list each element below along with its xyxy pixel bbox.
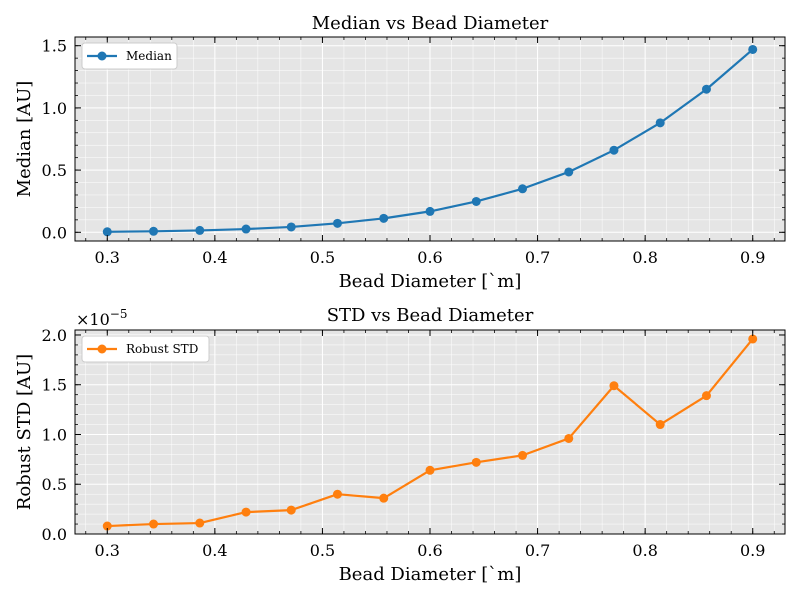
data-point [564,433,574,443]
data-point [286,505,296,515]
data-point [471,196,481,206]
y-offset-base: ×10 [76,310,110,329]
y-axis-label-std: Robust STD [AU] [14,354,35,510]
series-std [102,334,758,531]
y-axis-label-median: Median [AU] [14,81,35,198]
x-axis-label-median: Bead Diameter [`m] [339,271,522,292]
subplot-median: 0.3 0.4 0.5 0.6 0.7 0.8 0.9 0.0 0.5 1.0 1.5 Median… [14,13,786,292]
y-tick-label: 1.0 [42,425,67,444]
ticks-median: 0.3 0.4 0.5 0.6 0.7 0.8 0.9 0.0 0.5 1.0 1.5 [42,37,785,267]
subplot-std: 0.3 0.4 0.5 0.6 0.7 0.8 0.9 0.0 0.5 1.0 1.5 2.0 STD… [14,305,786,585]
x-tick-label: 0.4 [202,248,227,267]
x-axis-label-std: Bead Diameter [`m] [339,564,522,585]
chart-title-median: Median vs Bead Diameter [312,13,549,34]
data-point [609,145,619,155]
legend-box-std [81,335,210,363]
data-point [748,334,758,344]
data-point [701,391,711,401]
data-point [332,218,342,228]
legend-box-median [81,42,178,70]
data-point [748,44,758,54]
series-median [102,44,758,237]
data-point [149,226,159,236]
data-point [701,84,711,94]
y-tick-label: 0.5 [42,161,67,180]
legend-label-std: Robust STD [126,342,198,356]
data-point [241,507,251,517]
data-point [609,381,619,391]
y-tick-label: 1.5 [42,376,67,395]
y-tick-label: 2.0 [42,326,67,345]
y-tick-label: 0.5 [42,475,67,494]
x-tick-label: 0.3 [95,248,120,267]
x-tick-label: 0.6 [417,541,442,560]
data-point [518,184,528,194]
legend-std: Robust STD [81,335,210,363]
data-point [102,521,112,531]
x-tick-label: 0.5 [310,248,335,267]
legend-marker-median [97,51,107,61]
data-point [655,118,665,128]
data-point [425,465,435,475]
data-point [195,518,205,528]
data-point [379,493,389,503]
legend-median: Median [81,42,178,70]
data-point [564,167,574,177]
data-point [425,206,435,216]
data-point [332,489,342,499]
x-tick-label: 0.7 [525,248,550,267]
ticks-std: 0.3 0.4 0.5 0.6 0.7 0.8 0.9 0.0 0.5 1.0 1.5 2.0 [42,326,785,560]
x-tick-label: 0.3 [95,541,120,560]
y-offset-multiplier: ×10−5 [76,307,127,329]
data-point [471,457,481,467]
y-tick-label: 0.0 [42,525,67,544]
y-tick-label: 0.0 [42,223,67,242]
data-point [195,225,205,235]
legend-label-median: Median [126,49,172,63]
x-tick-label: 0.7 [525,541,550,560]
x-tick-label: 0.5 [310,541,335,560]
data-point [241,224,251,234]
x-tick-label: 0.8 [632,248,657,267]
data-point [518,450,528,460]
x-tick-label: 0.4 [202,541,227,560]
data-point [379,213,389,223]
data-point [655,420,665,430]
x-tick-label: 0.9 [740,248,765,267]
x-tick-label: 0.6 [417,248,442,267]
x-tick-label: 0.8 [632,541,657,560]
y-tick-label: 1.0 [42,99,67,118]
y-tick-label: 1.5 [42,37,67,56]
legend-marker-std [97,344,107,354]
data-point [149,519,159,529]
data-point [102,227,112,237]
y-offset-exponent: −5 [110,307,128,321]
x-tick-label: 0.9 [740,541,765,560]
data-point [286,222,296,232]
chart-title-std: STD vs Bead Diameter [327,305,534,326]
